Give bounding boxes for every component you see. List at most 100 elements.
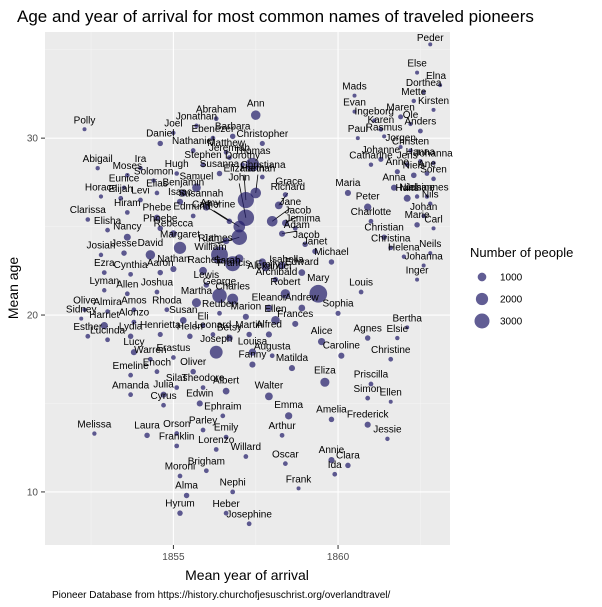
point [415, 277, 420, 282]
name-label: Frances [277, 309, 313, 320]
name-label: Elijah [108, 184, 132, 195]
point [245, 157, 260, 172]
point [388, 399, 393, 404]
point [372, 118, 377, 123]
name-label: Dorthea [406, 78, 442, 89]
name-label: Jane [279, 197, 301, 208]
point [408, 148, 413, 153]
point [170, 265, 177, 273]
point [190, 148, 196, 153]
name-label: Leonard [195, 320, 232, 331]
point [101, 270, 107, 275]
name-label: Martin [235, 320, 263, 331]
name-label: Lyman [89, 276, 119, 287]
name-label: Alfred [256, 319, 282, 330]
axes: 1855 1860 10 20 30 [27, 134, 350, 563]
point [229, 133, 236, 140]
point [130, 349, 137, 356]
name-label: Ellen [264, 304, 286, 315]
point [160, 391, 167, 398]
point [242, 313, 249, 320]
point [382, 134, 387, 139]
name-label: Phoebe [143, 214, 178, 225]
point [131, 307, 137, 313]
name-label: Reuben [202, 299, 237, 310]
point [431, 107, 436, 112]
name-label: Soren [420, 165, 447, 176]
name-label: Emma [274, 400, 303, 411]
name-label: Louisa [238, 337, 268, 348]
name-label: Emily [214, 423, 238, 434]
point [415, 70, 420, 75]
name-label: Sarah [214, 255, 241, 266]
point [230, 489, 236, 495]
point [338, 352, 345, 359]
point [174, 443, 180, 449]
name-label: Elsie [386, 324, 408, 335]
name-label: Grace [275, 177, 303, 188]
point [227, 155, 232, 160]
point [227, 293, 239, 305]
point [223, 149, 229, 155]
name-label: Clara [336, 451, 360, 462]
point [431, 160, 436, 166]
point [138, 197, 143, 203]
point [381, 234, 387, 240]
point [414, 222, 420, 228]
name-label: Johannes [405, 182, 448, 193]
name-label: Franklin [159, 432, 195, 443]
name-label: Nils [422, 189, 439, 200]
name-label: Joseph [200, 334, 232, 345]
x-tick-label: 1860 [327, 552, 350, 563]
point [401, 254, 407, 259]
point [200, 162, 206, 168]
point [171, 130, 176, 135]
point [223, 434, 229, 440]
name-label: Christiana [241, 160, 286, 171]
name-label: Catherine [192, 200, 236, 211]
point [385, 436, 390, 442]
point [121, 250, 127, 256]
point [421, 90, 426, 95]
name-label: Silas [166, 373, 188, 384]
point [414, 194, 420, 199]
point [223, 510, 229, 516]
point [298, 269, 306, 276]
point [187, 333, 193, 340]
point [246, 521, 252, 527]
name-label: Karen [368, 115, 395, 126]
point [345, 462, 351, 469]
legend-key [474, 313, 490, 329]
name-label: Ellen [380, 388, 402, 399]
plot-panel [45, 32, 450, 545]
point [200, 323, 206, 329]
point [312, 248, 318, 255]
point [269, 353, 275, 359]
name-label: Jacob [293, 230, 320, 241]
name-label: Moroni [165, 462, 196, 473]
name-label: Inger [406, 266, 429, 277]
name-label: Ane [418, 159, 436, 170]
point [428, 251, 433, 256]
name-label: Clarissa [70, 205, 107, 216]
name-label: Johanna [404, 252, 443, 263]
point [421, 263, 426, 268]
point [105, 337, 110, 343]
point [212, 288, 227, 303]
point [271, 316, 280, 325]
point [352, 109, 357, 114]
point [411, 98, 416, 104]
point [410, 172, 417, 179]
name-label: Emily [255, 259, 279, 270]
point [92, 431, 97, 436]
name-label: Anne [386, 157, 410, 168]
name-label: Hugh [165, 159, 189, 170]
name-label: Abraham [196, 104, 237, 115]
name-label: Catharine [349, 150, 393, 161]
name-label: Frederick [347, 410, 390, 421]
name-label: Carl [424, 214, 442, 225]
point [125, 172, 130, 178]
name-label: Marie [405, 210, 430, 221]
name-label: Orson [163, 419, 190, 430]
name-label: Josephine [226, 509, 272, 520]
